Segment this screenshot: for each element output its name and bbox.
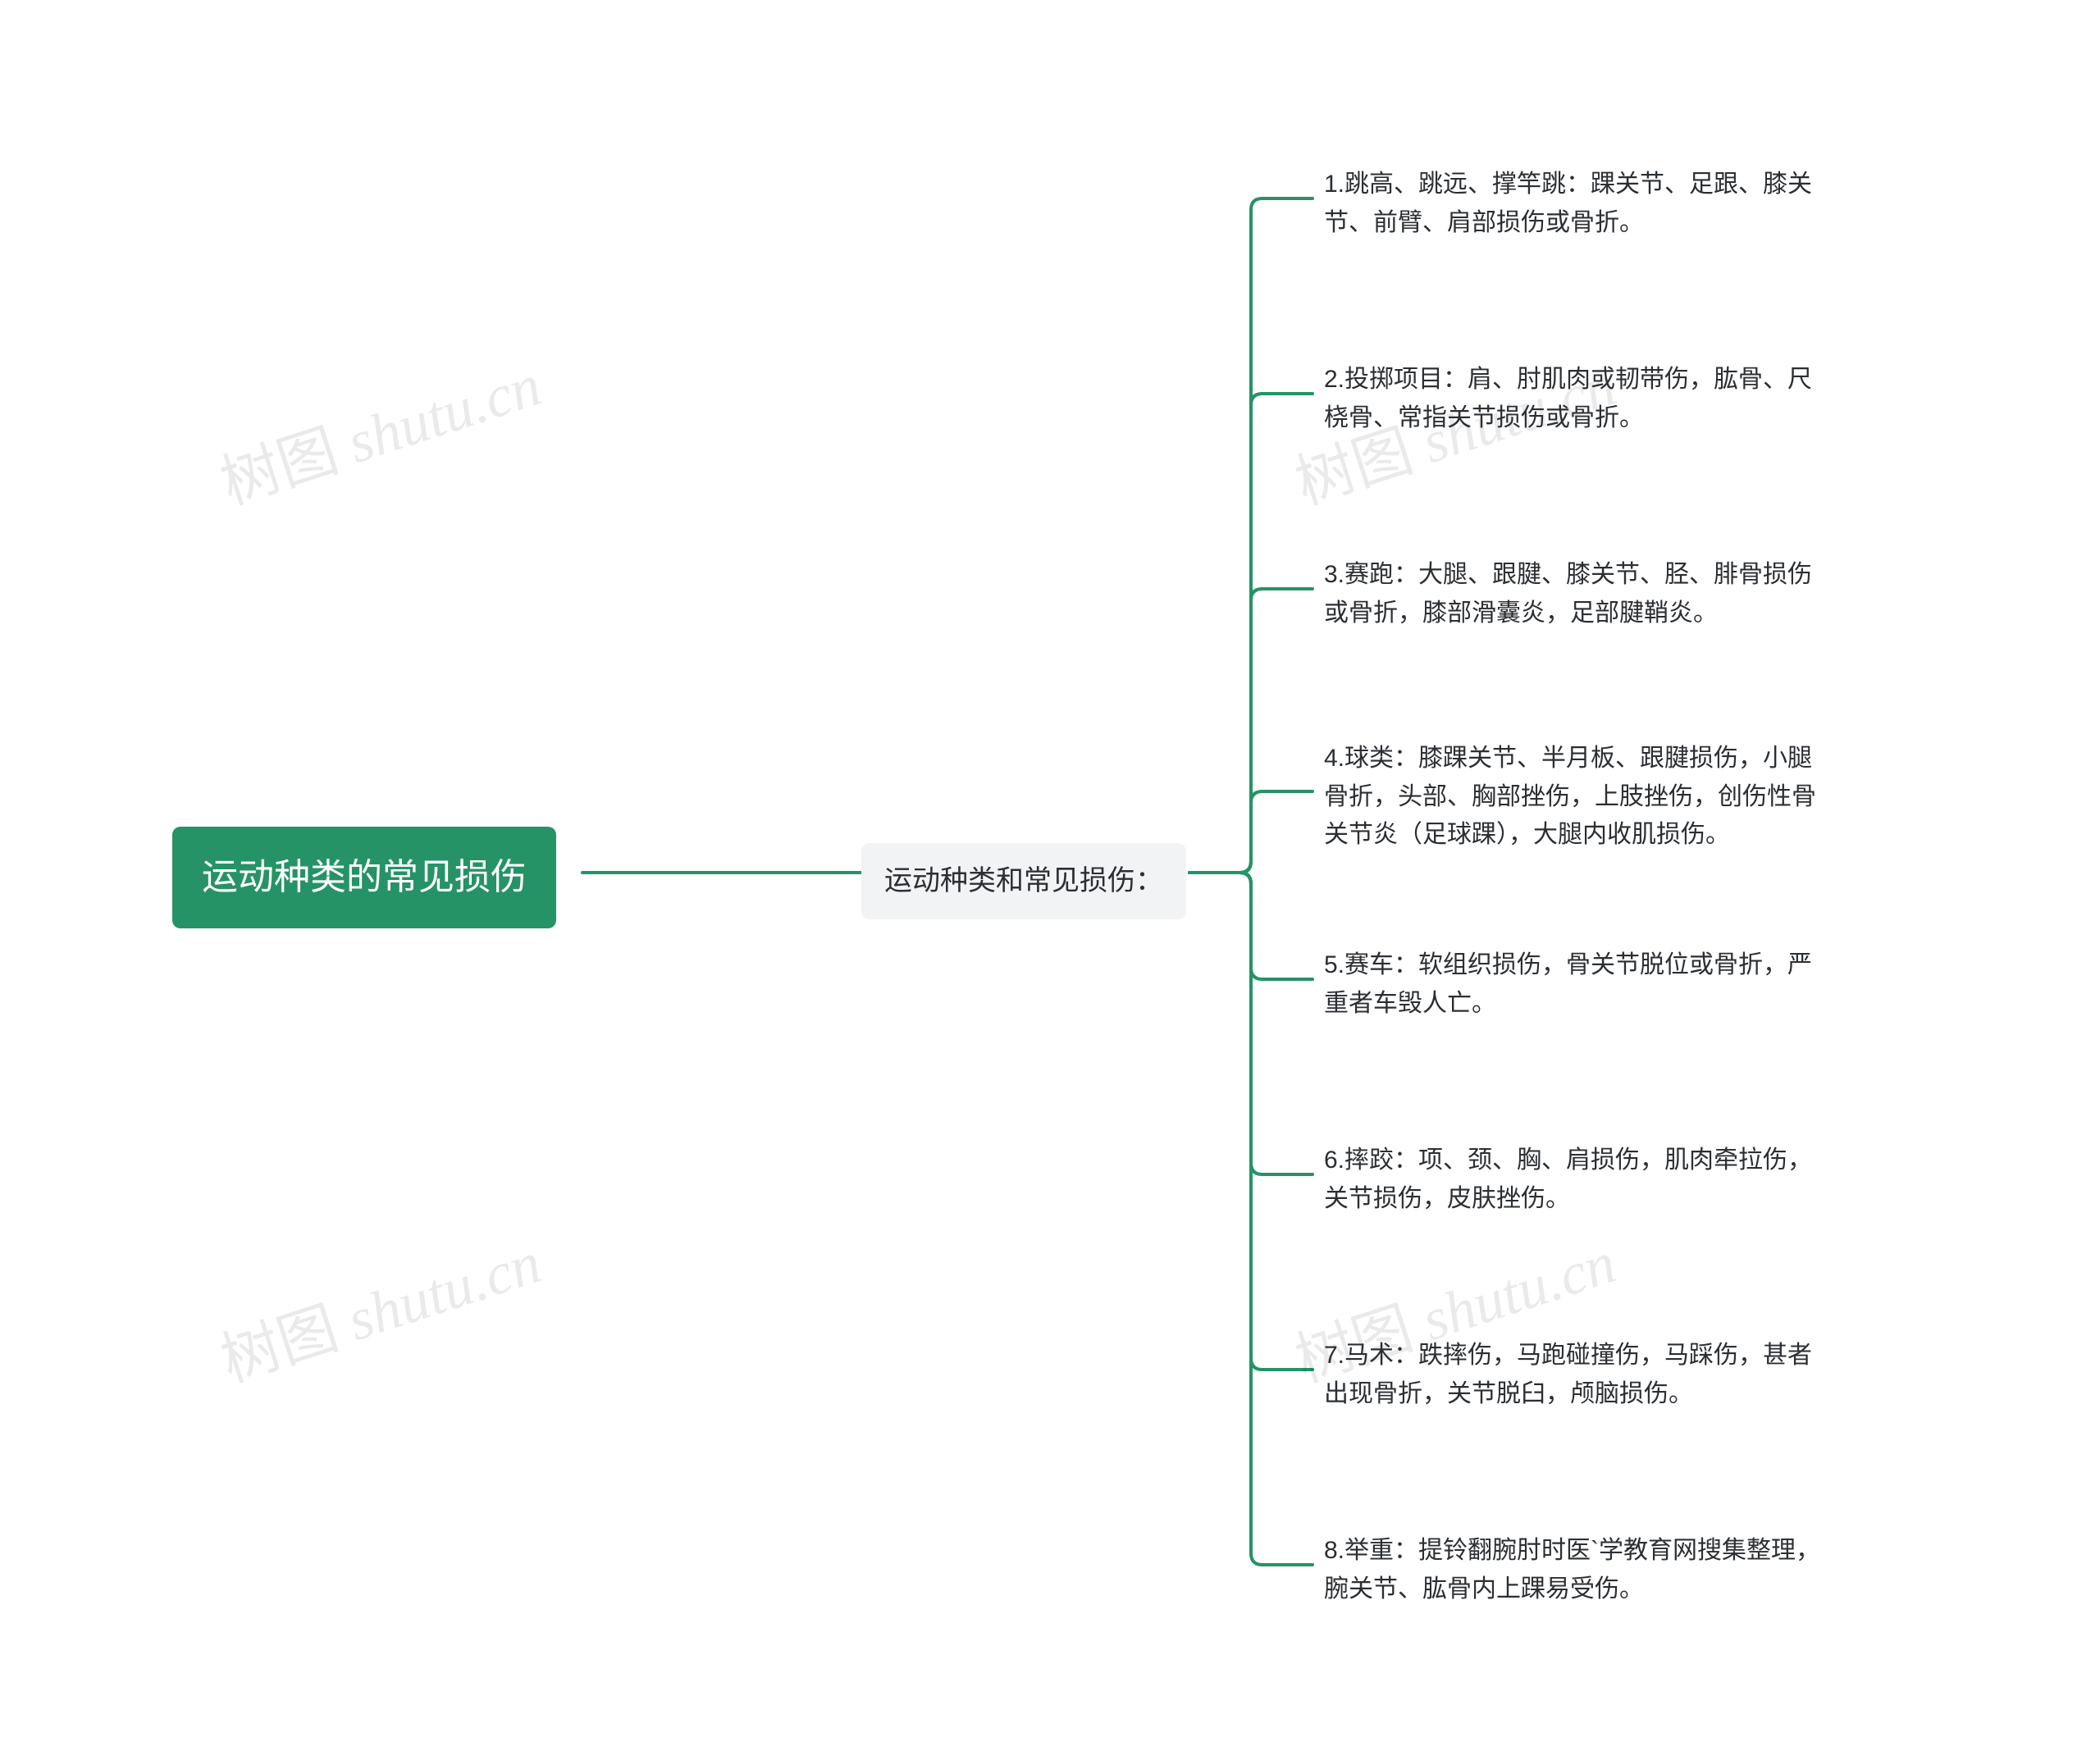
leaf-node[interactable]: 1.跳高、跳远、撑竿跳：踝关节、足跟、膝关节、前臂、肩部损伤或骨折。 — [1312, 157, 1846, 250]
leaf-label: 3.赛跑：大腿、跟腱、膝关节、胫、腓骨损伤或骨折，膝部滑囊炎，足部腱鞘炎。 — [1324, 556, 1834, 632]
leaf-node[interactable]: 5.赛车：软组织损伤，骨关节脱位或骨折，严重者车毁人亡。 — [1312, 938, 1846, 1031]
watermark-cn: 树图 — [213, 418, 346, 517]
leaf-node[interactable]: 4.球类：膝踝关节、半月板、跟腱损伤，小腿骨折，头部、胸部挫伤，上肢挫伤，创伤性… — [1312, 732, 1846, 863]
leaf-node[interactable]: 6.摔跤：项、颈、胸、肩损伤，肌肉牵拉伤，关节损伤，皮肤挫伤。 — [1312, 1133, 1846, 1226]
leaf-node[interactable]: 3.赛跑：大腿、跟腱、膝关节、胫、腓骨损伤或骨折，膝部滑囊炎，足部腱鞘炎。 — [1312, 548, 1846, 641]
watermark: 树图 shutu.cn — [208, 1214, 550, 1398]
leaf-label: 8.举重：提铃翻腕肘时医`学教育网搜集整理，腕关节、肱骨内上踝易受伤。 — [1324, 1532, 1834, 1608]
leaf-node[interactable]: 2.投掷项目：肩、肘肌肉或韧带伤，肱骨、尺桡骨、常指关节损伤或骨折。 — [1312, 353, 1846, 445]
root-node[interactable]: 运动种类的常见损伤 — [172, 827, 556, 928]
leaf-label: 1.跳高、跳远、撑竿跳：踝关节、足跟、膝关节、前臂、肩部损伤或骨折。 — [1324, 166, 1834, 242]
leaf-label: 6.摔跤：项、颈、胸、肩损伤，肌肉牵拉伤，关节损伤，皮肤挫伤。 — [1324, 1142, 1834, 1218]
leaf-label: 4.球类：膝踝关节、半月板、跟腱损伤，小腿骨折，头部、胸部挫伤，上肢挫伤，创伤性… — [1324, 740, 1834, 855]
leaf-node[interactable]: 7.马术：跌摔伤，马跑碰撞伤，马踩伤，甚者出现骨折，关节脱臼，颅脑损伤。 — [1312, 1329, 1846, 1421]
category-node[interactable]: 运动种类和常见损伤： — [861, 843, 1186, 919]
leaf-label: 7.马术：跌摔伤，马跑碰撞伤，马踩伤，甚者出现骨折，关节脱臼，颅脑损伤。 — [1324, 1337, 1834, 1413]
watermark-en: shutu.cn — [340, 352, 549, 476]
root-label: 运动种类的常见损伤 — [202, 850, 527, 905]
watermark-cn: 树图 — [213, 1296, 346, 1395]
leaf-label: 5.赛车：软组织损伤，骨关节脱位或骨折，严重者车毁人亡。 — [1324, 946, 1834, 1023]
watermark-en: shutu.cn — [340, 1229, 549, 1353]
leaf-label: 2.投掷项目：肩、肘肌肉或韧带伤，肱骨、尺桡骨、常指关节损伤或骨折。 — [1324, 361, 1834, 437]
watermark: 树图 shutu.cn — [208, 336, 550, 521]
category-label: 运动种类和常见损伤： — [884, 859, 1163, 903]
mindmap-canvas: 树图 shutu.cn 树图 shutu.cn 树图 shutu.cn 树图 s… — [0, 0, 2100, 1737]
leaf-node[interactable]: 8.举重：提铃翻腕肘时医`学教育网搜集整理，腕关节、肱骨内上踝易受伤。 — [1312, 1524, 1846, 1616]
